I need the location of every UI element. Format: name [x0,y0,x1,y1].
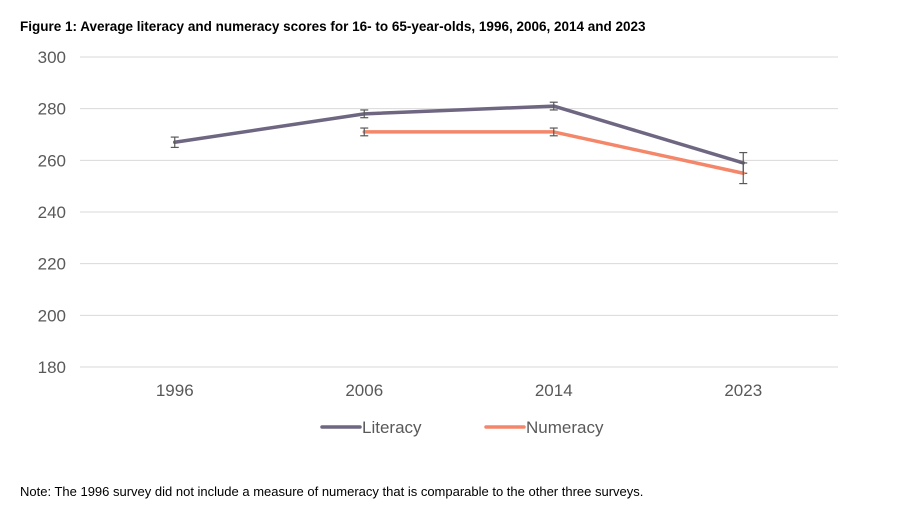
gridlines [80,56,838,368]
y-axis-ticks: 180 200 220 240 260 280 300 [38,48,66,377]
x-tick-label: 2014 [535,381,573,400]
legend-item-literacy: Literacy [320,418,422,437]
chart-title: Figure 1: Average literacy and numeracy … [20,19,646,34]
x-tick-label: 1996 [156,381,194,400]
y-tick-label: 300 [38,48,66,67]
legend-label: Literacy [362,418,422,437]
y-tick-label: 200 [38,306,66,325]
line-chart: 180 200 220 240 260 280 300 1996 2006 2014 2023 L… [38,48,838,437]
series-line-numeracy [362,130,745,175]
x-axis-ticks: 1996 2006 2014 2023 [156,381,762,400]
series-literacy [170,101,748,174]
legend-item-numeracy: Numeracy [484,418,604,437]
y-tick-label: 220 [38,255,66,274]
y-tick-label: 180 [38,358,66,377]
x-tick-label: 2023 [724,381,762,400]
y-tick-label: 260 [38,151,66,170]
legend: Literacy Numeracy [320,418,604,437]
legend-label: Numeracy [526,418,604,437]
y-tick-label: 240 [38,203,66,222]
series-line-literacy [173,104,745,165]
series-numeracy [360,127,748,185]
x-tick-label: 2006 [345,381,383,400]
chart-note: Note: The 1996 survey did not include a … [20,484,644,499]
y-tick-label: 280 [38,100,66,119]
series-group [170,101,748,185]
